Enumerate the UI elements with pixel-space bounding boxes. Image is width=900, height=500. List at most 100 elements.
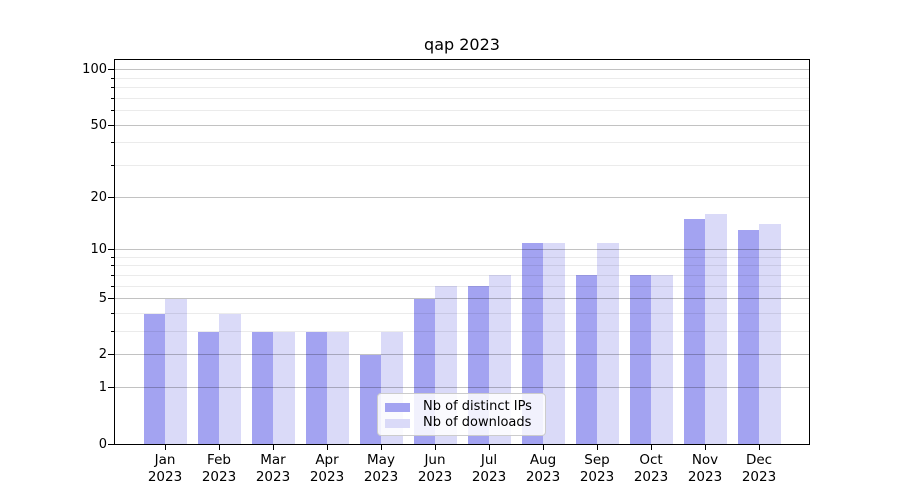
y-minor-tick-mark-6: [111, 285, 115, 287]
x-tick-label-dec: Dec 2023: [724, 452, 794, 485]
x-tick-mark-oct: [650, 445, 652, 450]
legend-label-downloads: Nb of downloads: [423, 415, 532, 430]
y-minor-tick-mark-7: [111, 274, 115, 276]
x-tick-label-oct: Oct 2023: [616, 452, 686, 485]
x-tick-label-jan: Jan 2023: [130, 452, 200, 485]
gridline-major-5: [115, 298, 809, 300]
x-tick-mark-may: [380, 445, 382, 450]
x-tick-label-jun: Jun 2023: [400, 452, 470, 485]
x-tick-year: 2023: [255, 468, 291, 485]
gridline-major-50: [115, 124, 809, 126]
y-tick-mark-0: [108, 443, 115, 445]
legend-label-distinct-ips: Nb of distinct IPs: [423, 399, 532, 414]
gridline-minor-30: [115, 165, 809, 167]
gridline-minor-60: [115, 110, 809, 112]
x-tick-label-mar: Mar 2023: [238, 452, 308, 485]
gridline-major-1: [115, 387, 809, 389]
x-tick-year: 2023: [687, 468, 723, 485]
bar-downloads-nov: [705, 214, 727, 444]
x-tick-year: 2023: [309, 468, 345, 485]
gridline-major-100: [115, 69, 809, 71]
gridline-minor-70: [115, 97, 809, 99]
x-tick-mark-dec: [758, 445, 760, 450]
gridline-minor-40: [115, 142, 809, 144]
y-minor-tick-mark-70: [111, 97, 115, 99]
x-tick-month: Aug: [529, 452, 557, 468]
x-tick-mark-jun: [434, 445, 436, 450]
gridline-major-20: [115, 196, 809, 198]
y-minor-tick-mark-80: [111, 87, 115, 89]
bar-downloads-mar: [273, 331, 295, 444]
bar-downloads-aug: [543, 242, 565, 444]
x-tick-label-may: May 2023: [346, 452, 416, 485]
y-minor-tick-mark-60: [111, 110, 115, 112]
y-tick-mark-10: [108, 249, 115, 251]
x-tick-year: 2023: [633, 468, 669, 485]
y-minor-tick-mark-4: [111, 313, 115, 314]
x-tick-label-jul: Jul 2023: [454, 452, 524, 485]
gridline-minor-8: [115, 265, 809, 267]
bar-downloads-oct: [651, 275, 673, 444]
legend-swatch-downloads: [385, 418, 410, 428]
x-tick-mark-sep: [596, 445, 598, 450]
x-tick-year: 2023: [741, 468, 777, 485]
y-minor-tick-mark-40: [111, 142, 115, 144]
x-tick-month: Jun: [424, 452, 446, 468]
y-minor-tick-mark-30: [111, 165, 115, 167]
bar-ips-apr: [305, 331, 327, 444]
x-tick-year: 2023: [471, 468, 507, 485]
x-tick-month: Jan: [154, 452, 176, 468]
y-tick-label-10: 10: [90, 242, 107, 258]
bar-ips-feb: [197, 331, 219, 444]
y-tick-label-5: 5: [98, 291, 107, 307]
x-tick-label-apr: Apr 2023: [292, 452, 362, 485]
y-tick-mark-100: [108, 69, 115, 71]
y-tick-mark-50: [108, 124, 115, 126]
x-tick-month: May: [367, 452, 395, 468]
bar-downloads-feb: [219, 313, 241, 444]
gridline-minor-3: [115, 331, 809, 333]
y-tick-mark-20: [108, 196, 115, 198]
y-tick-mark-5: [108, 298, 115, 300]
y-tick-label-0: 0: [98, 436, 107, 452]
gridline-major-10: [115, 249, 809, 251]
x-tick-mark-mar: [272, 445, 274, 450]
x-tick-year: 2023: [363, 468, 399, 485]
plot-area: [114, 59, 810, 445]
y-minor-tick-mark-8: [111, 265, 115, 267]
bar-downloads-sep: [597, 242, 619, 444]
x-tick-mark-aug: [542, 445, 544, 450]
bar-ips-sep: [575, 275, 597, 444]
bar-downloads-jan: [165, 298, 187, 444]
x-tick-label-aug: Aug 2023: [508, 452, 578, 485]
x-tick-year: 2023: [417, 468, 453, 485]
x-tick-month: Mar: [260, 452, 286, 468]
bar-ips-nov: [683, 219, 705, 444]
x-tick-year: 2023: [147, 468, 183, 485]
x-tick-year: 2023: [579, 468, 615, 485]
bar-ips-dec: [737, 230, 759, 444]
x-tick-mark-jul: [488, 445, 490, 450]
x-tick-month: Sep: [584, 452, 610, 468]
y-tick-label-2: 2: [98, 347, 107, 363]
x-tick-month: Jul: [480, 452, 498, 468]
y-minor-tick-mark-3: [111, 331, 115, 333]
bar-downloads-apr: [327, 331, 349, 444]
gridline-minor-6: [115, 285, 809, 287]
gridline-minor-90: [115, 77, 809, 79]
x-tick-month: Feb: [207, 452, 231, 468]
x-tick-mark-nov: [704, 445, 706, 450]
y-tick-label-1: 1: [98, 380, 107, 396]
gridline-minor-7: [115, 274, 809, 276]
y-minor-tick-mark-9: [111, 256, 115, 258]
y-minor-tick-mark-90: [111, 77, 115, 79]
x-tick-mark-apr: [326, 445, 328, 450]
gridline-major-2: [115, 354, 809, 356]
x-tick-month: Oct: [639, 452, 663, 468]
y-tick-label-50: 50: [90, 117, 107, 133]
bar-ips-may: [359, 354, 381, 444]
legend-swatch-distinct-ips: [385, 402, 410, 412]
legend: Nb of distinct IPs Nb of downloads: [377, 393, 546, 436]
x-tick-year: 2023: [201, 468, 237, 485]
